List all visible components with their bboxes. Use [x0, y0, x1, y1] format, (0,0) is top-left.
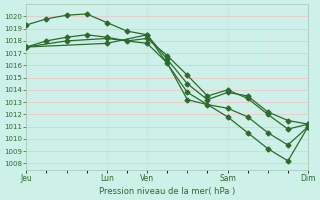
- X-axis label: Pression niveau de la mer( hPa ): Pression niveau de la mer( hPa ): [99, 187, 235, 196]
